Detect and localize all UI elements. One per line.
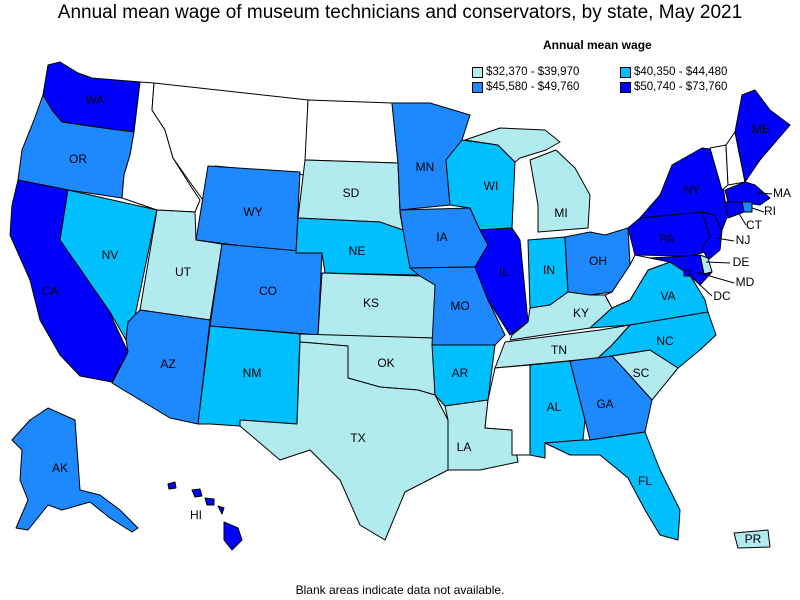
label-MI: MI — [554, 206, 567, 220]
state-HI[interactable] — [167, 481, 243, 551]
state-labels: WA OR CA NV WY UT AZ CO NM SD NE KS OK T… — [42, 93, 791, 546]
label-OR: OR — [69, 152, 87, 166]
label-IN: IN — [543, 263, 555, 277]
label-DE: DE — [733, 255, 750, 269]
label-CA: CA — [42, 284, 59, 298]
label-SD: SD — [343, 186, 360, 200]
label-RI: RI — [764, 204, 776, 218]
label-WI: WI — [484, 179, 499, 193]
state-IL[interactable] — [474, 227, 529, 336]
leader-CT — [737, 211, 747, 226]
legend-item-3: $45,580 - $49,760 — [472, 81, 579, 93]
leader-MD — [695, 271, 735, 284]
legend-item-2: $40,350 - $44,480 — [620, 66, 727, 78]
leader-DE — [705, 261, 731, 264]
label-AL: AL — [547, 400, 562, 414]
label-DC: DC — [713, 289, 731, 303]
leader-DC — [687, 273, 713, 297]
legend-label: $50,740 - $73,760 — [634, 81, 728, 93]
state-MD[interactable] — [649, 254, 713, 286]
label-MD: MD — [736, 275, 755, 289]
label-KS: KS — [363, 296, 379, 310]
state-KY[interactable] — [509, 291, 613, 341]
state-CT[interactable] — [724, 201, 745, 219]
leader-RI — [751, 207, 765, 213]
label-CT: CT — [746, 218, 763, 232]
state-ND[interactable] — [304, 99, 399, 164]
label-PA: PA — [659, 232, 674, 246]
label-IL: IL — [499, 265, 509, 279]
label-MN: MN — [416, 160, 435, 174]
label-LA: LA — [457, 440, 472, 454]
state-NJ[interactable] — [701, 211, 723, 261]
state-ME[interactable] — [734, 89, 791, 183]
leader-MA — [757, 192, 773, 195]
label-NE: NE — [349, 244, 366, 258]
state-TX[interactable] — [239, 341, 449, 541]
label-PR: PR — [745, 532, 762, 546]
legend-swatch — [472, 66, 483, 78]
legend-swatch — [620, 81, 631, 93]
legend-swatch — [472, 81, 483, 93]
legend-label: $32,370 - $39,970 — [486, 66, 580, 78]
states-layer — [9, 61, 791, 551]
legend-item-4: $50,740 - $73,760 — [620, 81, 727, 93]
leader-NJ — [715, 237, 735, 242]
label-AZ: AZ — [160, 357, 175, 371]
legend-title: Annual mean wage — [543, 38, 652, 52]
label-NY: NY — [684, 183, 701, 197]
label-ME: ME — [752, 122, 770, 136]
map-title: Annual mean wage of museum technicians a… — [57, 2, 743, 23]
label-NC: NC — [656, 334, 674, 348]
label-AK: AK — [52, 461, 68, 475]
label-MO: MO — [450, 299, 469, 313]
label-UT: UT — [175, 265, 192, 279]
label-TX: TX — [350, 431, 365, 445]
label-OK: OK — [377, 356, 394, 370]
label-NM: NM — [243, 366, 262, 380]
label-VA: VA — [660, 289, 675, 303]
state-PR[interactable] — [733, 529, 771, 549]
legend-label: $40,350 - $44,480 — [634, 66, 728, 78]
label-WA: WA — [86, 93, 105, 107]
label-NV: NV — [102, 248, 119, 262]
label-NJ: NJ — [736, 233, 751, 247]
label-WY: WY — [243, 205, 262, 219]
label-AR: AR — [452, 366, 469, 380]
label-HI: HI — [190, 508, 202, 522]
legend-item-1: $32,370 - $39,970 — [472, 66, 579, 78]
state-AK[interactable] — [11, 407, 139, 533]
state-FL[interactable] — [544, 431, 681, 541]
label-TN: TN — [551, 343, 567, 357]
label-SC: SC — [633, 366, 650, 380]
label-KY: KY — [573, 306, 589, 320]
label-FL: FL — [638, 474, 652, 488]
label-CO: CO — [259, 284, 277, 298]
state-MI[interactable] — [464, 127, 591, 233]
label-GA: GA — [596, 397, 613, 411]
footnote: Blank areas indicate data not available. — [295, 583, 505, 597]
label-IA: IA — [436, 230, 447, 244]
legend-swatch — [620, 66, 631, 78]
legend-label: $45,580 - $49,760 — [486, 81, 580, 93]
leader-lines — [687, 192, 773, 297]
label-OH: OH — [589, 254, 607, 268]
label-MA: MA — [773, 186, 791, 200]
